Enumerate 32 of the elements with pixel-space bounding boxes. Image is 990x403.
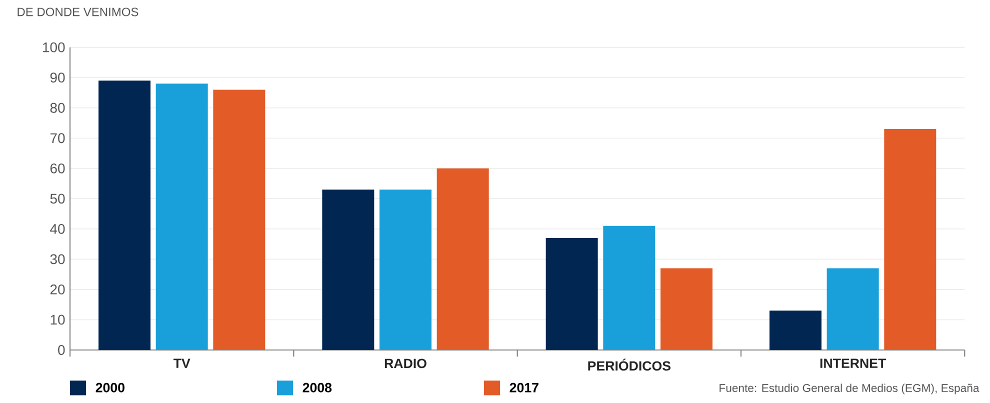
y-tick-label: 0 [58,345,65,355]
bar [826,268,879,350]
bar [98,80,151,350]
bar [603,226,656,350]
bar [380,190,432,350]
y-tick-label: 70 [50,133,65,144]
x-tick-label: TV [173,358,190,368]
x-tick-label: RADIO [384,358,426,368]
bar [884,129,936,350]
source-note: Fuente: Estudio General de Medios (EGM), España [720,384,980,394]
x-tick-label: PERIÓDICOS [588,358,671,371]
legend-label: 2008 [302,382,332,392]
bar [660,268,712,350]
bar [546,238,598,350]
x-tick-label: INTERNET [820,358,886,368]
y-tick-label: 90 [50,72,65,83]
y-tick-label: 20 [50,284,65,294]
legend-label: 2000 [96,382,124,392]
y-tick-label: 80 [50,102,65,113]
bar [213,90,266,350]
y-tick-label: 60 [50,163,65,174]
legend-label: 2017 [510,382,538,392]
bar [156,84,208,350]
bar [322,190,374,350]
y-tick-label: 30 [50,254,65,264]
bar [769,310,822,350]
bar [436,168,489,350]
y-tick-label: 40 [50,224,65,234]
y-tick-label: 10 [50,314,65,325]
y-tick-label: 100 [43,42,65,52]
y-tick-label: 50 [50,194,65,204]
chart-title: DE DONDE VENIMOS [18,8,138,16]
